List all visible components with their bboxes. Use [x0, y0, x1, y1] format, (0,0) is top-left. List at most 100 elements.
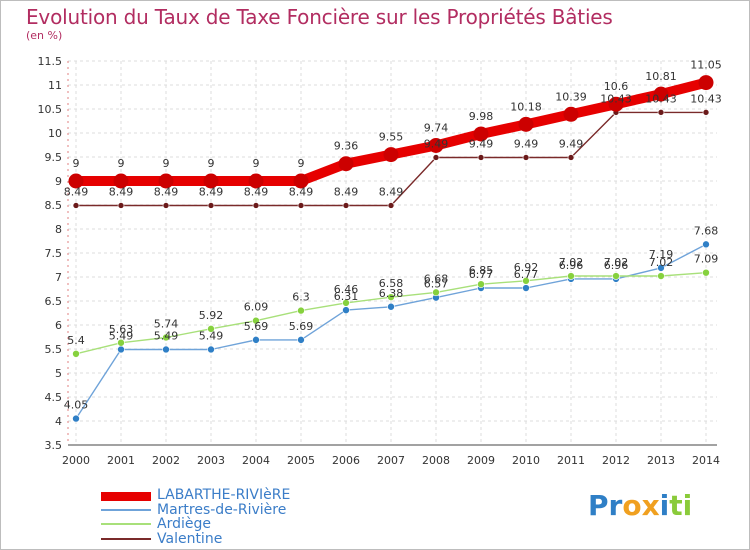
- data-label-martres: 6.31: [334, 290, 359, 303]
- data-label-labarthe: 9.98: [469, 110, 494, 123]
- data-point-labarthe: [428, 137, 444, 153]
- data-label-martres: 6.38: [379, 287, 404, 300]
- data-label-labarthe: 10.18: [510, 100, 542, 113]
- data-point-ardiege: [657, 272, 665, 280]
- data-label-valentine: 9.49: [424, 137, 449, 150]
- data-label-labarthe: 10.39: [555, 90, 587, 103]
- data-label-labarthe: 10.81: [645, 70, 677, 83]
- data-point-martres: [162, 345, 170, 354]
- y-tick-label: 5: [55, 367, 62, 380]
- data-label-valentine: 8.49: [199, 185, 224, 198]
- x-tick-label: 2012: [602, 454, 630, 467]
- data-point-ardiege: [252, 316, 260, 325]
- data-label-martres: 6.96: [604, 259, 629, 272]
- data-point-martres: [657, 264, 665, 272]
- data-label-valentine: 8.49: [109, 185, 134, 198]
- data-label-valentine: 8.49: [244, 185, 269, 198]
- data-point-valentine: [72, 202, 80, 209]
- data-point-ardiege: [297, 306, 305, 315]
- data-point-ardiege: [702, 268, 710, 277]
- legend-label-martres: Martres-de-Rivière: [157, 502, 287, 518]
- data-point-martres: [702, 240, 710, 249]
- data-label-ardiege: 5.74: [154, 317, 179, 330]
- data-label-valentine: 8.49: [154, 185, 179, 198]
- data-label-ardiege: 7.02: [649, 256, 674, 269]
- logo-part: i: [659, 489, 670, 522]
- data-label-labarthe: 9.55: [379, 131, 404, 144]
- data-label-ardiege: 6.68: [424, 272, 449, 285]
- legend-label-ardiege: Ardiège: [157, 516, 211, 532]
- data-label-ardiege: 5.63: [109, 323, 134, 336]
- data-label-labarthe: 11.05: [690, 59, 722, 72]
- data-label-martres: 5.49: [154, 329, 179, 342]
- legend-swatch-martres: [101, 509, 151, 511]
- data-label-valentine: 8.49: [289, 185, 314, 198]
- data-point-valentine: [432, 154, 440, 161]
- data-label-labarthe: 10.6: [604, 80, 629, 93]
- logo-part: ti: [669, 489, 693, 522]
- data-point-labarthe: [203, 173, 219, 189]
- data-label-martres: 6.77: [514, 268, 539, 281]
- data-point-labarthe: [473, 126, 489, 142]
- data-point-martres: [342, 306, 350, 314]
- y-tick-label: 8: [55, 223, 62, 236]
- y-tick-label: 10: [48, 127, 62, 140]
- data-point-valentine: [342, 202, 350, 209]
- data-point-valentine: [657, 109, 665, 116]
- y-tick-label: 9.5: [45, 151, 63, 164]
- data-point-martres: [252, 336, 260, 344]
- data-point-ardiege: [117, 338, 125, 347]
- data-point-ardiege: [72, 349, 80, 358]
- logo-part: Pr: [588, 489, 623, 522]
- y-axis-unit-label: (en %): [26, 29, 63, 42]
- data-label-valentine: 9.49: [469, 137, 494, 150]
- data-label-ardiege: 7.02: [604, 256, 629, 269]
- logo-part: o: [622, 489, 642, 522]
- data-point-labarthe: [518, 116, 534, 132]
- data-point-labarthe: [653, 86, 669, 102]
- data-label-ardiege: 6.85: [469, 264, 494, 277]
- data-label-valentine: 9.49: [514, 137, 539, 150]
- y-tick-label: 8.5: [45, 199, 63, 212]
- data-label-labarthe: 9: [163, 157, 170, 170]
- x-tick-label: 2001: [107, 454, 135, 467]
- data-label-martres: 5.69: [289, 320, 314, 333]
- data-label-ardiege: 6.3: [292, 291, 310, 304]
- data-point-ardiege: [162, 333, 170, 342]
- x-tick-label: 2006: [332, 454, 360, 467]
- data-label-valentine: 10.43: [600, 92, 632, 105]
- data-label-martres: 7.19: [649, 248, 674, 261]
- data-label-valentine: 8.49: [64, 185, 89, 198]
- data-point-labarthe: [293, 173, 309, 189]
- data-point-labarthe: [338, 156, 354, 172]
- legend-swatch-valentine: [101, 538, 151, 540]
- x-tick-label: 2008: [422, 454, 450, 467]
- y-tick-label: 4: [55, 415, 62, 428]
- data-label-labarthe: 9: [73, 157, 80, 170]
- x-tick-label: 2007: [377, 454, 405, 467]
- data-label-martres: 6.57: [424, 278, 449, 291]
- data-point-labarthe: [248, 173, 264, 189]
- data-label-martres: 4.05: [64, 399, 89, 412]
- data-label-ardiege: 6.58: [379, 277, 404, 290]
- x-tick-label: 2004: [242, 454, 270, 467]
- data-point-martres: [387, 302, 395, 311]
- x-tick-label: 2011: [557, 454, 585, 467]
- y-tick-label: 9: [55, 175, 62, 188]
- data-label-martres: 5.49: [109, 329, 134, 342]
- data-point-labarthe: [158, 173, 174, 189]
- y-tick-label: 4.5: [45, 391, 63, 404]
- data-label-labarthe: 9: [298, 157, 305, 170]
- legend-label-valentine: Valentine: [157, 531, 223, 547]
- data-point-labarthe: [563, 106, 579, 122]
- data-point-valentine: [117, 202, 125, 209]
- data-label-ardiege: 6.92: [514, 261, 539, 274]
- data-point-valentine: [252, 202, 260, 209]
- data-point-valentine: [702, 109, 710, 116]
- x-tick-label: 2003: [197, 454, 225, 467]
- data-point-ardiege: [207, 325, 215, 333]
- data-point-valentine: [162, 202, 170, 209]
- data-point-ardiege: [477, 280, 485, 289]
- data-label-labarthe: 9: [253, 157, 260, 170]
- data-point-labarthe: [68, 173, 84, 189]
